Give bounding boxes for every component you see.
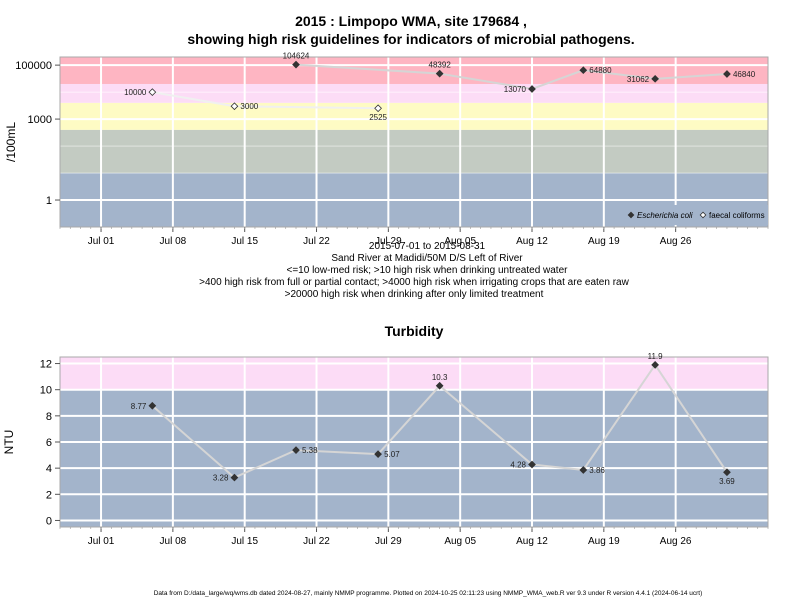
data-point-label: 3.69 bbox=[719, 477, 735, 486]
legend-box bbox=[623, 205, 768, 225]
legend-label: faecal coliforms bbox=[709, 211, 765, 220]
x-tick-label: Jul 01 bbox=[88, 536, 115, 547]
risk-band bbox=[60, 129, 768, 174]
footer-note: Data from D:/data_large/wq/wms.db dated … bbox=[154, 590, 703, 597]
data-point-label: 5.38 bbox=[302, 446, 318, 455]
caption-risk-drinking: <=10 low-med risk; >10 high risk when dr… bbox=[287, 265, 569, 276]
legend-marker bbox=[699, 211, 707, 219]
caption-risk-contact: >400 high risk from full or partial cont… bbox=[199, 277, 629, 288]
data-point-label: 3.86 bbox=[589, 466, 605, 475]
y-tick-label: 6 bbox=[46, 437, 52, 449]
x-tick-label: Aug 19 bbox=[588, 536, 620, 547]
data-point-marker bbox=[651, 360, 659, 369]
x-tick-label: Jul 29 bbox=[375, 536, 402, 547]
data-point-marker bbox=[579, 66, 588, 75]
data-point-marker bbox=[579, 466, 588, 474]
data-point-label: 10000 bbox=[124, 88, 147, 97]
data-point-label: 10.3 bbox=[432, 373, 448, 382]
data-point-label: 5.07 bbox=[384, 450, 400, 459]
y-tick-label: 2 bbox=[46, 489, 52, 501]
data-point-marker bbox=[148, 88, 157, 96]
risk-band bbox=[60, 102, 768, 130]
x-tick-label: Jul 29 bbox=[375, 236, 402, 247]
caption-date-range: 2015-07-01 to 2015-08-31 bbox=[369, 241, 486, 252]
y-tick-label: 8 bbox=[46, 411, 52, 423]
data-point-label: 48392 bbox=[429, 61, 452, 70]
data-point-marker bbox=[528, 460, 536, 469]
y-axis-label: NTU bbox=[2, 430, 16, 455]
data-point-marker bbox=[435, 69, 444, 78]
data-point-marker bbox=[723, 468, 731, 477]
x-tick-label: Jul 22 bbox=[303, 536, 330, 547]
x-tick-label: Jul 22 bbox=[303, 236, 330, 247]
x-tick-label: Jul 15 bbox=[231, 536, 258, 547]
caption-site-name: Sand River at Madidi/50M D/S Left of Riv… bbox=[331, 253, 523, 264]
x-tick-label: Jul 08 bbox=[160, 236, 187, 247]
y-tick-label: 100000 bbox=[15, 60, 52, 72]
y-tick-label: 1000 bbox=[28, 114, 52, 126]
data-point-label: 4.28 bbox=[510, 460, 526, 469]
x-tick-label: Aug 12 bbox=[516, 236, 548, 247]
x-tick-label: Jul 15 bbox=[231, 236, 258, 247]
legend-marker bbox=[627, 211, 635, 219]
data-point-label: 104624 bbox=[283, 52, 310, 61]
data-point-marker bbox=[292, 446, 300, 454]
y-tick-label: 10 bbox=[40, 385, 52, 397]
data-point-label: 11.9 bbox=[648, 352, 664, 361]
data-point-label: 31062 bbox=[627, 75, 650, 84]
data-point-marker bbox=[374, 104, 382, 113]
x-tick-label: Aug 26 bbox=[660, 536, 692, 547]
chart-title-line2: showing high risk guidelines for indicat… bbox=[187, 31, 634, 47]
caption-risk-treatment: >20000 high risk when drinking after onl… bbox=[285, 289, 544, 300]
data-point-marker bbox=[230, 102, 239, 111]
data-point-label: 2525 bbox=[369, 113, 387, 122]
data-point-marker bbox=[651, 74, 659, 83]
risk-band bbox=[60, 83, 768, 103]
risk-band bbox=[60, 57, 768, 84]
turbidity-chart-panel: 0 2 4 6 8 10 12 Jul 01 Jul 08 Jul 15 Jul 22 Jul 29 A… bbox=[2, 352, 769, 547]
data-point-label: 13070 bbox=[504, 85, 527, 94]
risk-band bbox=[60, 389, 768, 527]
data-point-marker bbox=[374, 450, 382, 459]
data-point-label: 46840 bbox=[733, 70, 756, 79]
plot-border bbox=[59, 56, 769, 228]
x-tick-label: Aug 26 bbox=[660, 236, 692, 247]
y-tick-label: 12 bbox=[40, 359, 52, 371]
data-point-marker bbox=[148, 401, 157, 410]
data-point-label: 3000 bbox=[240, 102, 258, 111]
data-point-label: 64880 bbox=[589, 66, 612, 75]
x-tick-label: Aug 12 bbox=[516, 536, 548, 547]
x-tick-label: Jul 01 bbox=[88, 236, 115, 247]
x-tick-label: Jul 08 bbox=[160, 536, 187, 547]
y-tick-label: 0 bbox=[46, 515, 52, 527]
x-tick-label: Aug 05 bbox=[444, 236, 476, 247]
turbidity-title: Turbidity bbox=[385, 323, 444, 339]
data-point-marker bbox=[292, 60, 300, 69]
microbial-chart-panel: 1 1000 100000 Jul 01 Jul 08 Jul 15 Jul 22 Jul 2… bbox=[4, 52, 769, 247]
data-point-marker bbox=[528, 85, 536, 93]
data-point-marker bbox=[435, 381, 444, 390]
data-point-marker bbox=[723, 70, 731, 78]
y-tick-label: 1 bbox=[46, 195, 52, 207]
legend-label: Escherichia coli bbox=[637, 211, 693, 220]
data-point-label: 8.77 bbox=[131, 402, 147, 411]
y-tick-label: 4 bbox=[46, 463, 52, 475]
data-point-label: 3.28 bbox=[213, 474, 229, 483]
y-axis-label: /100mL bbox=[4, 122, 18, 162]
series-line bbox=[295, 63, 728, 90]
chart-title-line1: 2015 : Limpopo WMA, site 179684 , bbox=[295, 13, 527, 29]
x-tick-label: Aug 19 bbox=[588, 236, 620, 247]
x-tick-label: Aug 05 bbox=[444, 536, 476, 547]
data-point-marker bbox=[230, 473, 239, 482]
